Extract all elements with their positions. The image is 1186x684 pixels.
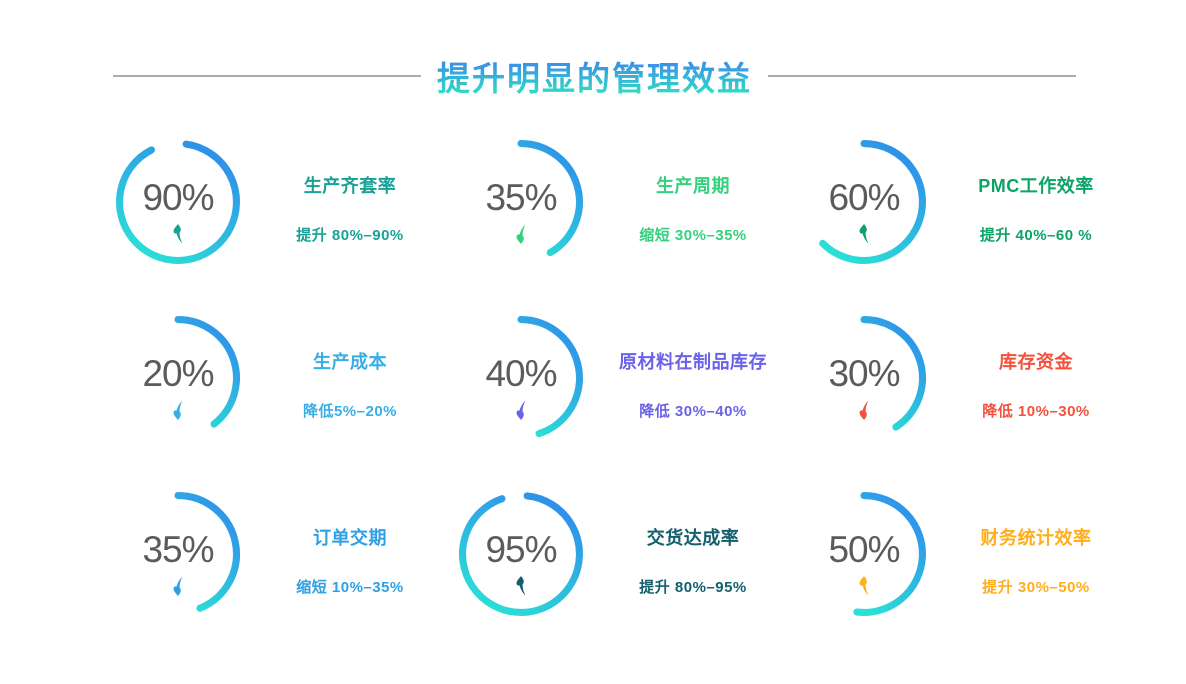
metric-description: 降低 30%–40%	[639, 403, 747, 420]
metric-description: 提升 30%–50%	[982, 579, 1090, 596]
gauge-ring: 50%	[798, 488, 930, 620]
metric-text: 生产成本 降低5%–20%	[260, 348, 440, 421]
metric-text: 生产周期 缩短 30%–35%	[603, 172, 783, 245]
gauge-percent: 50%	[828, 528, 900, 570]
gauge-ring: 35%	[455, 136, 587, 268]
progress-ring	[116, 140, 240, 264]
trend-up-arrow-icon	[173, 224, 183, 244]
metric-title: 库存资金	[999, 352, 1073, 372]
metric-description: 降低5%–20%	[302, 403, 398, 420]
progress-ring	[517, 316, 583, 438]
metric-card-order-leadtime: 35% 订单交期 缩短 10%–35%	[112, 486, 455, 662]
trend-up-arrow-icon	[516, 576, 526, 596]
progress-ring	[517, 140, 583, 257]
metric-description: 提升 80%–90%	[296, 227, 404, 244]
divider-right	[768, 75, 1076, 77]
metric-title: 订单交期	[313, 528, 387, 548]
gauge-percent: 30%	[828, 352, 900, 394]
trend-down-arrow-icon	[516, 224, 526, 244]
gauge-ring: 20%	[112, 312, 244, 444]
gauge-percent: 90%	[142, 176, 214, 218]
gauge-ring: 60%	[798, 136, 930, 268]
gauge-percent: 40%	[485, 352, 557, 394]
gauge-percent: 20%	[142, 352, 214, 394]
metric-card-delivery-rate: 95% 交货达成率 提升 80%–95%	[455, 486, 798, 662]
metric-title: 财务统计效率	[980, 528, 1092, 548]
progress-ring	[819, 140, 926, 264]
metrics-grid: 90% 生产齐套率 提升 80%–90% 35% 生产周期 缩短 30%–35%…	[112, 134, 1141, 662]
trend-down-arrow-icon	[859, 400, 869, 420]
trend-down-arrow-icon	[173, 576, 183, 596]
gauge-percent: 60%	[828, 176, 900, 218]
progress-ring	[459, 492, 583, 616]
gauge-ring: 35%	[112, 488, 244, 620]
metric-text: 交货达成率 提升 80%–95%	[603, 524, 783, 597]
gauge-ring: 90%	[112, 136, 244, 268]
gauge-percent: 35%	[485, 176, 557, 218]
page-title: 提升明显的管理效益	[437, 52, 752, 100]
trend-down-arrow-icon	[516, 400, 526, 420]
progress-ring	[174, 492, 240, 612]
metric-card-production-cycle: 35% 生产周期 缩短 30%–35%	[455, 134, 798, 310]
metric-description: 降低 10%–30%	[982, 403, 1090, 420]
trend-down-arrow-icon	[173, 400, 183, 420]
progress-ring	[174, 316, 240, 428]
metric-text: 订单交期 缩短 10%–35%	[260, 524, 440, 597]
metric-description: 提升 80%–95%	[639, 579, 747, 596]
metric-title: PMC工作效率	[978, 176, 1094, 196]
metric-description: 缩短 10%–35%	[296, 579, 404, 596]
metric-card-finance-efficiency: 50% 财务统计效率 提升 30%–50%	[798, 486, 1141, 662]
metric-card-pmc-efficiency: 60% PMC工作效率 提升 40%–60 %	[798, 134, 1141, 310]
progress-ring	[853, 492, 926, 616]
gauge-ring: 30%	[798, 312, 930, 444]
metric-text: 财务统计效率 提升 30%–50%	[946, 524, 1126, 597]
divider-left	[113, 75, 421, 77]
progress-ring	[860, 316, 926, 431]
metric-text: PMC工作效率 提升 40%–60 %	[946, 172, 1126, 245]
metric-title: 生产成本	[313, 352, 387, 372]
metric-text: 生产齐套率 提升 80%–90%	[260, 172, 440, 245]
metric-title: 生产周期	[656, 176, 730, 196]
metric-text: 库存资金 降低 10%–30%	[946, 348, 1126, 421]
gauge-ring: 95%	[455, 488, 587, 620]
trend-up-arrow-icon	[859, 576, 869, 596]
gauge-percent: 35%	[142, 528, 214, 570]
slide-header: 提升明显的管理效益	[113, 54, 1076, 98]
metric-title: 生产齐套率	[303, 176, 397, 196]
metric-card-inventory-capital: 30% 库存资金 降低 10%–30%	[798, 310, 1141, 486]
trend-up-arrow-icon	[859, 224, 869, 244]
metric-text: 原材料在制品库存 降低 30%–40%	[603, 348, 783, 421]
metric-card-wip-inventory: 40% 原材料在制品库存 降低 30%–40%	[455, 310, 798, 486]
metric-card-production-cost: 20% 生产成本 降低5%–20%	[112, 310, 455, 486]
metric-description: 缩短 30%–35%	[639, 227, 747, 244]
metric-description: 提升 40%–60 %	[979, 227, 1093, 244]
gauge-ring: 40%	[455, 312, 587, 444]
metric-title: 原材料在制品库存	[619, 352, 767, 372]
gauge-percent: 95%	[485, 528, 557, 570]
metric-card-production-kitting: 90% 生产齐套率 提升 80%–90%	[112, 134, 455, 310]
metric-title: 交货达成率	[646, 528, 740, 548]
